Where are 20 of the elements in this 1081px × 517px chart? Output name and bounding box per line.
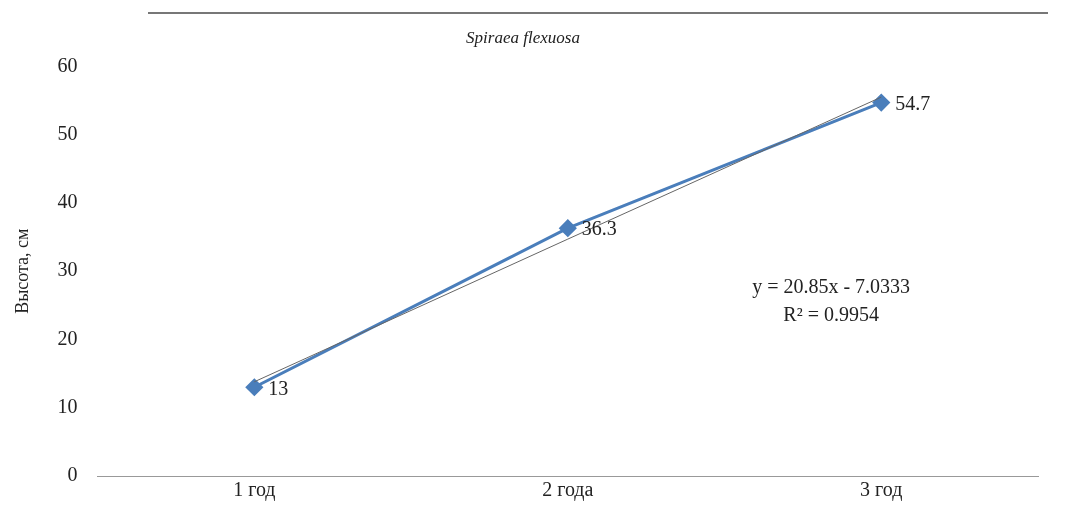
data-label: 36.3 (581, 217, 617, 240)
annotation: R² = 0.9954 (783, 302, 879, 325)
chart-title: Spiraea flexuosa (466, 27, 580, 47)
data-label: 54.7 (895, 91, 931, 114)
x-tick-label: 2 года (542, 478, 594, 502)
x-tick-label: 3 год (860, 478, 903, 502)
y-tick-label: 40 (57, 190, 78, 213)
point (872, 94, 890, 112)
point (245, 378, 263, 396)
y-tick-label: 10 (57, 394, 78, 417)
y-tick-label: 0 (67, 463, 78, 486)
data-label: 13 (268, 376, 289, 399)
y-tick-label: 50 (57, 121, 78, 144)
y-tick-label: 60 (57, 53, 78, 76)
annotation: y = 20.85x - 7.0333 (752, 274, 911, 298)
point (559, 219, 577, 237)
y-tick-label: 20 (57, 326, 78, 349)
y-tick-label: 30 (57, 258, 78, 281)
y-axis-title: Высота, см (11, 228, 32, 314)
x-tick-label: 1 год (233, 478, 276, 502)
